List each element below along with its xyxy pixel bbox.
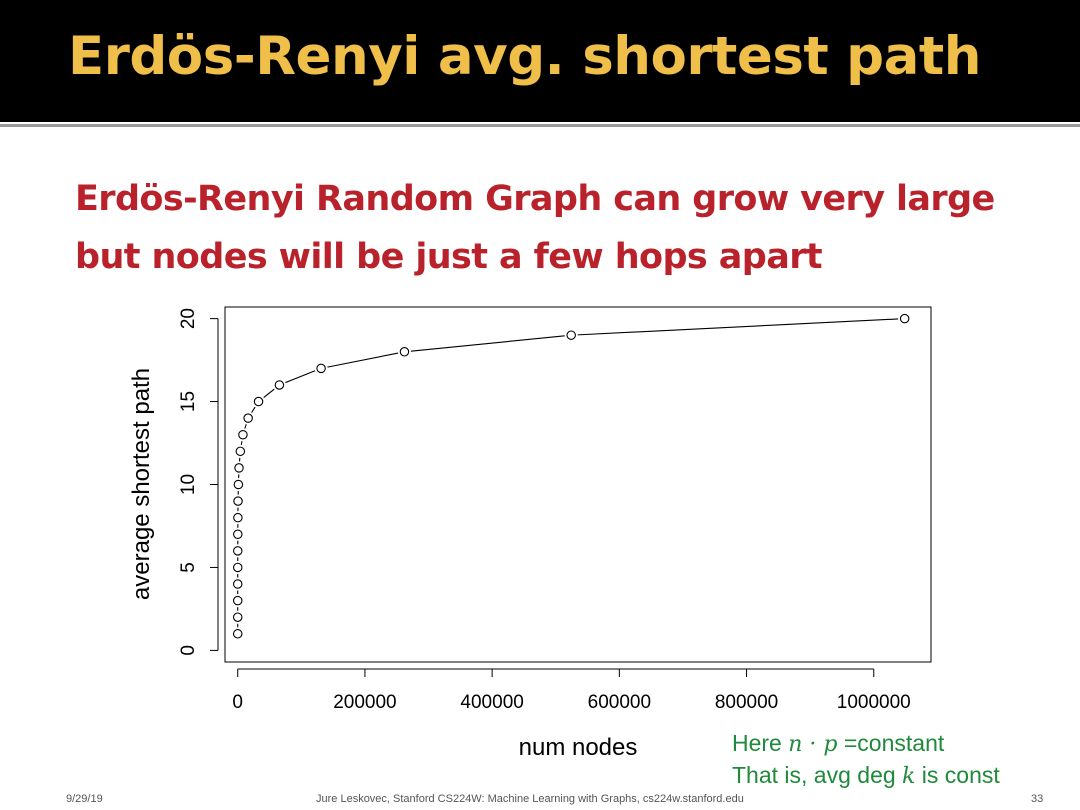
x-axis-label: num nodes [519,734,638,761]
title-divider [0,124,1080,127]
data-point [232,562,243,573]
note-line2-math: k [902,764,916,789]
series-segment [240,441,243,445]
series-line [237,318,899,628]
note-line1-suffix: =constant [837,730,945,756]
note-line2-prefix: That is, avg deg [732,762,903,788]
series-segment [327,352,399,368]
y-tick-label: 5 [178,562,199,573]
note-avg-degree: That is, avg deg k is const [732,761,1000,791]
series-segment [410,335,565,352]
data-point [233,496,243,506]
data-point [899,313,910,324]
note-line1-math: n · p [788,732,838,757]
x-tick-label: 1000000 [837,692,911,713]
footer-credit: Jure Leskovec, Stanford CS224W: Machine … [316,793,744,805]
slide-title: Erdös-Renyi avg. shortest path [68,26,981,87]
data-point [233,546,243,556]
series-segment [263,388,275,398]
data-point [399,347,410,357]
data-point [316,363,326,374]
data-point [274,380,285,390]
data-point [233,512,243,523]
data-point [566,330,576,340]
data-point [233,479,244,490]
data-point [232,612,243,622]
series-points [232,313,910,639]
note-line2-suffix: is const [915,762,1000,788]
data-point [232,579,243,589]
data-point [232,595,243,606]
note-line1-prefix: Here [732,730,789,756]
series-segment [285,370,316,384]
data-point [243,413,253,423]
y-axis: 0 5 10 15 20 [178,308,219,656]
y-tick-label: 15 [178,391,199,412]
footer-date: 9/29/19 [66,793,103,805]
title-bar [0,0,1080,122]
slide-subtitle: Erdös-Renyi Random Graph can grow very l… [75,179,995,277]
data-point [235,446,246,457]
x-tick-label: 200000 [333,692,396,713]
y-tick-label: 0 [178,645,199,656]
y-tick-label: 10 [178,474,199,495]
series-segment [577,318,899,336]
shortest-path-chart: 0 200000 400000 600000 800000 1000000 0 5 10 15 2… [128,306,932,761]
x-tick-label: 600000 [588,692,651,713]
y-tick-label: 20 [178,308,199,329]
series-segment [244,424,247,429]
y-axis-label: average shortest path [128,368,155,600]
x-tick-label: 0 [232,692,243,713]
data-point [234,463,244,473]
x-axis: 0 200000 400000 600000 800000 1000000 [232,668,911,713]
data-point [233,529,243,540]
x-tick-label: 800000 [715,692,778,713]
series-segment [251,406,256,413]
x-tick-label: 400000 [460,692,523,713]
data-point [253,396,264,407]
data-point [238,429,248,440]
note-constant: Here n · p =constant [732,729,944,759]
data-point [232,629,243,639]
plot-frame [224,306,932,663]
footer-page-number: 33 [1031,793,1044,805]
